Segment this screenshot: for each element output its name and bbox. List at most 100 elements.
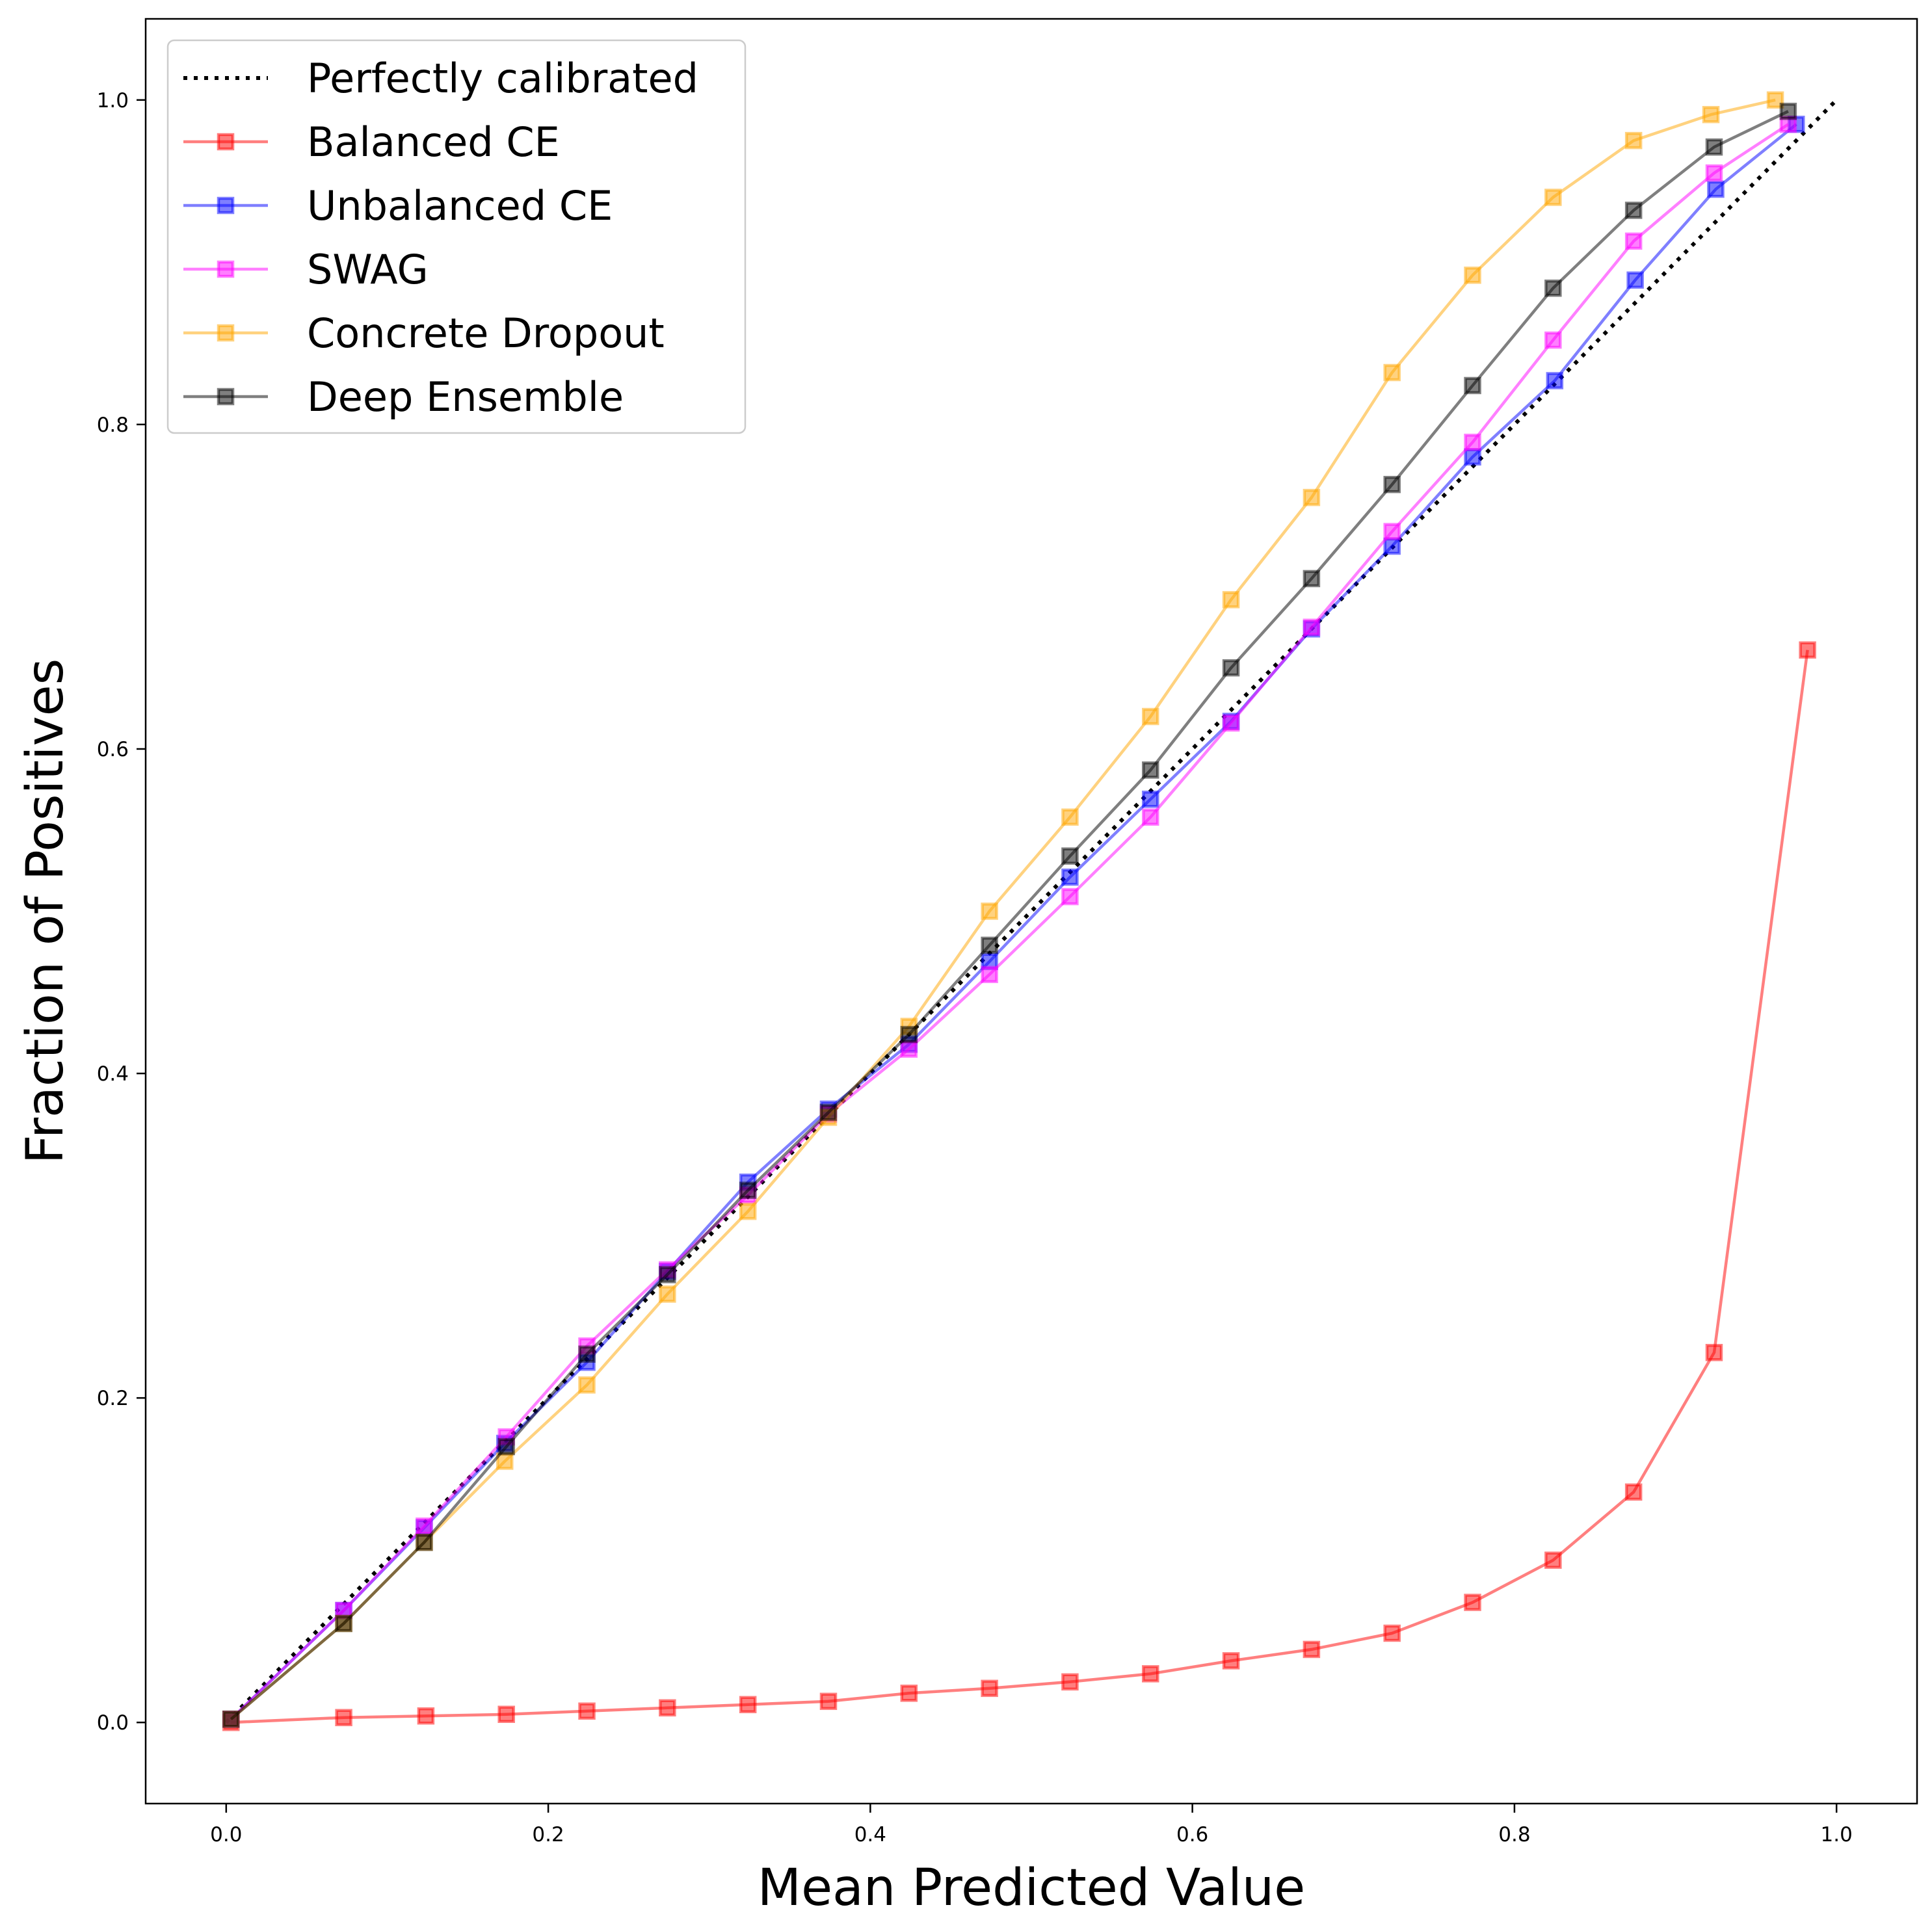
data-point [1464,267,1481,284]
legend-box [166,39,747,434]
data-point [1624,202,1643,219]
data-point [1624,1483,1643,1501]
x-tick-label: 0.2 [532,1823,564,1846]
data-point [1061,847,1079,865]
data-point [659,1266,676,1283]
y-tick-label: 1.0 [97,89,129,112]
data-point [1544,279,1562,297]
data-point [1705,138,1723,156]
data-point [1383,475,1401,493]
data-point [1702,105,1720,124]
series-line [231,650,1809,1724]
data-point [1222,659,1240,677]
y-tick-label: 0.8 [97,414,129,437]
legend-item-unbalanced-ce: Unbalanced CE [183,182,613,230]
data-point [1624,131,1643,150]
data-point [1544,189,1562,206]
data-point [578,1702,596,1720]
data-point [578,1376,596,1394]
data-point [659,1699,676,1717]
x-axis-ticks: 0.0 0.2 0.4 0.6 0.8 1.0 [210,1804,1853,1846]
data-point [1142,761,1159,779]
x-tick-label: 0.8 [1498,1823,1530,1846]
data-point [497,1438,515,1456]
data-point [1061,1673,1079,1691]
data-point [1222,714,1240,732]
perfectly-calibrated-line [224,98,1838,1724]
y-axis-ticks: 0.0 0.2 0.4 0.6 0.8 1.0 [97,89,146,1735]
series-line [230,98,1776,1720]
legend-item-perfectly-calibrated: Perfectly calibrated [183,55,698,102]
x-axis-label: Mean Predicted Value [758,1859,1305,1917]
legend-label: Deep Ensemble [307,373,624,421]
data-point [1222,1652,1240,1670]
legend-swatch-marker [217,388,235,406]
data-point [1061,808,1079,826]
legend-swatch-marker [217,324,235,342]
data-point [1142,808,1159,826]
data-point [1544,331,1562,349]
data-point [1464,434,1481,451]
data-point [1544,1551,1562,1569]
data-point [1142,1665,1159,1683]
x-tick-label: 0.0 [210,1823,242,1846]
legend-swatch-marker [217,133,235,151]
legend-item-balanced-ce: Balanced CE [183,118,560,166]
legend-label: Concrete Dropout [307,309,665,357]
series-line [230,110,1789,1720]
series-layer [222,91,1838,1731]
data-point [222,1710,240,1728]
legend-item-swag: SWAG [183,246,429,293]
data-point [1222,591,1240,609]
data-point [1464,1594,1481,1611]
data-point [1779,102,1797,120]
data-point [739,1202,757,1220]
data-point [981,1679,998,1698]
data-point [497,1705,515,1723]
data-point [1766,91,1784,109]
data-point [1142,791,1159,808]
y-tick-label: 0.2 [97,1387,129,1410]
data-point [819,1692,838,1711]
data-point [1705,1344,1723,1361]
legend-swatch-marker [217,260,235,278]
data-point [1303,618,1321,637]
series-deep-ensemble [222,102,1797,1728]
data-point [739,1181,757,1199]
data-point [578,1345,596,1363]
data-point [900,1040,918,1058]
data-point [335,1709,352,1726]
x-tick-label: 0.4 [854,1823,886,1846]
data-point [1303,1640,1321,1659]
data-point [1303,570,1321,588]
data-point [1464,376,1481,395]
legend-label: Balanced CE [307,118,560,166]
data-point [1383,1624,1401,1642]
data-point [819,1103,838,1122]
legend-item-concrete-dropout: Concrete Dropout [183,309,665,357]
data-point [1464,448,1481,466]
x-tick-label: 0.6 [1176,1823,1208,1846]
data-point [900,1685,918,1702]
data-point [1624,232,1643,250]
data-point [1705,164,1723,182]
legend: Perfectly calibrated Balanced CE Unbalance… [166,39,747,434]
data-point [900,1025,918,1044]
data-point [1061,868,1079,886]
data-point [1383,363,1401,382]
legend-item-deep-ensemble: Deep Ensemble [183,373,624,421]
legend-label: Perfectly calibrated [307,55,698,102]
legend-swatch-marker [217,196,235,215]
data-point [416,1517,433,1535]
data-point [1546,372,1564,389]
y-tick-label: 0.6 [97,738,129,761]
series-line [230,123,1790,1720]
data-point [659,1285,676,1303]
legend-label: Unbalanced CE [307,182,613,230]
y-axis-label: Fraction of Positives [16,659,75,1164]
y-tick-label: 0.0 [97,1711,129,1735]
legend-label: SWAG [307,246,429,293]
plot-frame [144,18,1918,1805]
data-point [1626,271,1644,289]
